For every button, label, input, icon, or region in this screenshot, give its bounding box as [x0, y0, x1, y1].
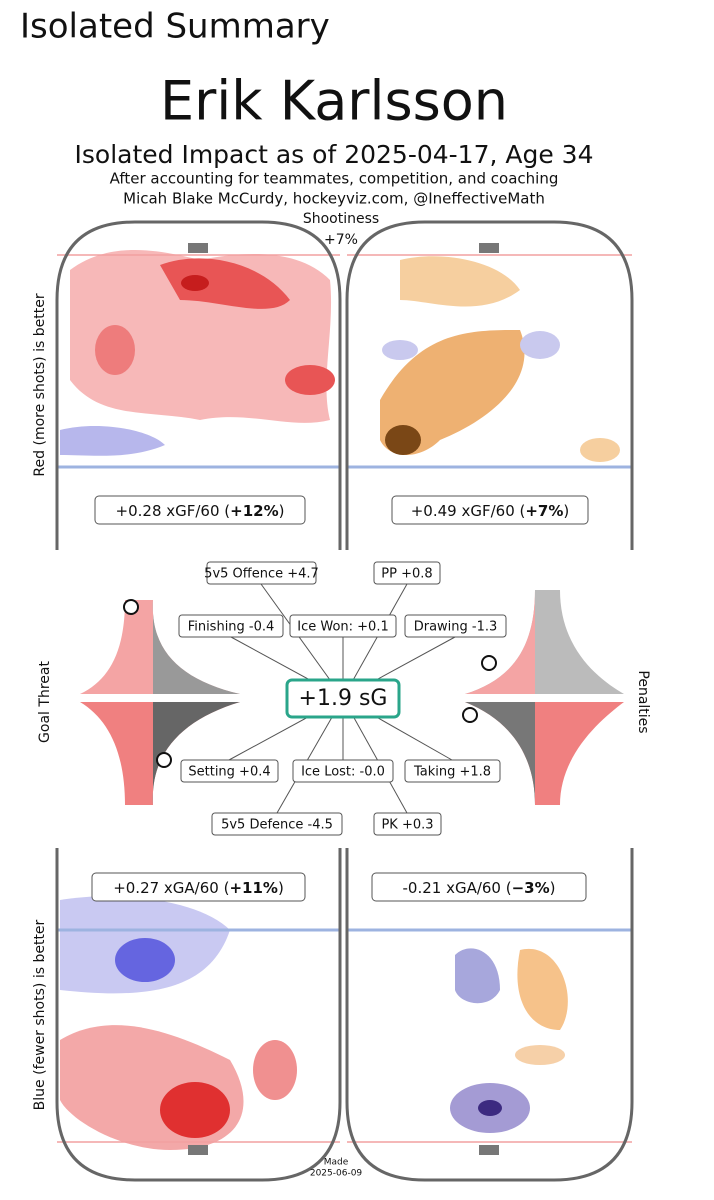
panel-box — [91, 872, 306, 902]
defence-axis: Blue (fewer shots) is better — [32, 919, 48, 1110]
metric-label: Taking +1.8 — [413, 765, 491, 780]
offence-heatmap — [60, 250, 620, 462]
net — [188, 1145, 208, 1155]
metric-box — [404, 614, 507, 638]
metric-box — [373, 812, 442, 836]
shootiness-value: +7% — [324, 232, 358, 248]
net — [479, 1145, 499, 1155]
rink — [55, 848, 342, 1182]
panel-box — [94, 495, 306, 525]
metric-label: 5v5 Offence +4.7 — [204, 567, 319, 582]
panel-prefix: +0.49 xGF/60 ( — [411, 502, 526, 520]
panel-suffix: ) — [563, 502, 569, 520]
panel-bold: +12% — [230, 502, 278, 520]
panel-label: +0.28 xGF/60 (+12%) — [116, 502, 285, 520]
note: After accounting for teammates, competit… — [110, 170, 559, 188]
rink — [345, 220, 634, 550]
penalties-label: Penalties — [635, 670, 651, 733]
rink — [55, 220, 342, 550]
panel-label: +0.27 xGA/60 (+11%) — [113, 879, 284, 897]
panel-box — [391, 495, 589, 525]
metric-box — [211, 812, 343, 836]
metric-box — [289, 614, 397, 638]
panel-bold: −3% — [512, 879, 550, 897]
shootiness-label: Shootiness — [303, 211, 379, 227]
metric-label: Ice Won: +0.1 — [297, 620, 388, 635]
net — [479, 243, 499, 253]
panel-bold: +11% — [229, 879, 277, 897]
metric-label: Finishing -0.4 — [188, 620, 275, 635]
made-label: Made — [324, 1158, 349, 1168]
rink — [345, 848, 634, 1182]
panel-prefix: +0.27 xGA/60 ( — [113, 879, 229, 897]
penalties-glyph — [462, 590, 624, 805]
metric-label: Ice Lost: -0.0 — [301, 765, 385, 780]
panel-suffix: ) — [278, 879, 284, 897]
panel-label: +0.49 xGF/60 (+7%) — [411, 502, 570, 520]
panel-suffix: ) — [279, 502, 285, 520]
panel-box — [371, 872, 587, 902]
goal-threat-label: Goal Threat — [37, 661, 53, 743]
goal-threat-glyph — [80, 599, 240, 805]
metric-label: Setting +0.4 — [188, 765, 270, 780]
total: +1.9 sG — [299, 686, 388, 711]
metric-label: PK +0.3 — [381, 818, 433, 833]
total-box — [285, 678, 401, 719]
panel-prefix: -0.21 xGA/60 ( — [402, 879, 511, 897]
metric-label: PP +0.8 — [381, 567, 432, 582]
metric-box — [292, 759, 394, 783]
panel-label: -0.21 xGA/60 (−3%) — [402, 879, 555, 897]
metric-label: 5v5 Defence -4.5 — [221, 818, 333, 833]
made-date: 2025-06-09 — [310, 1169, 363, 1179]
panel-suffix: ) — [550, 879, 556, 897]
player-name: Erik Karlsson — [160, 70, 508, 133]
metric-box — [206, 561, 317, 585]
subtitle: Isolated Impact as of 2025-04-17, Age 34 — [75, 140, 594, 169]
net — [188, 243, 208, 253]
metric-box — [180, 759, 279, 783]
credit: Micah Blake McCurdy, hockeyviz.com, @Ine… — [123, 190, 545, 208]
offence-axis: Red (more shots) is better — [32, 293, 48, 476]
metric-label: Drawing -1.3 — [414, 620, 498, 635]
panel-prefix: +0.28 xGF/60 ( — [116, 502, 231, 520]
page-title: Isolated Summary — [20, 7, 330, 47]
metric-box — [404, 759, 501, 783]
metric-box — [178, 614, 284, 638]
metric-box — [373, 561, 441, 585]
panel-bold: +7% — [525, 502, 563, 520]
defence-heatmap — [60, 896, 568, 1150]
